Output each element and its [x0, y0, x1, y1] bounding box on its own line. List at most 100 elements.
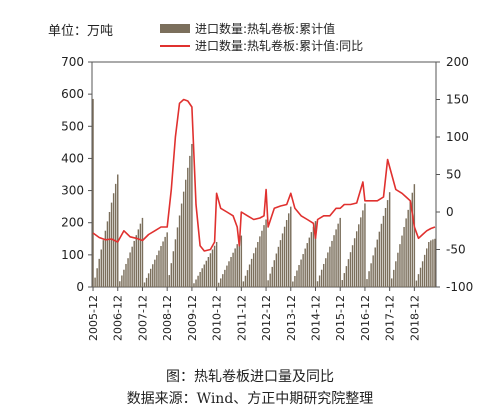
- bar: [149, 268, 152, 287]
- x-tick-label: 2012-12: [260, 295, 273, 341]
- bar: [390, 278, 393, 287]
- bar: [306, 243, 308, 287]
- bar: [267, 280, 269, 287]
- bar: [160, 246, 162, 287]
- bar: [232, 252, 234, 287]
- bar: [242, 281, 245, 287]
- bar: [133, 240, 135, 287]
- bar: [329, 246, 331, 287]
- x-tick-label: 2010-12: [211, 295, 224, 341]
- bar: [428, 242, 430, 287]
- bar: [226, 265, 228, 287]
- bar: [423, 254, 426, 287]
- bar: [386, 200, 389, 287]
- bar: [178, 215, 181, 287]
- bar: [110, 202, 113, 287]
- bar: [434, 238, 436, 287]
- bar: [430, 240, 432, 287]
- bar: [277, 246, 280, 287]
- bar: [300, 259, 302, 287]
- bar: [378, 231, 381, 287]
- bar: [281, 233, 284, 287]
- legend-bar-label: 进口数量:热轧卷板:累计值: [195, 21, 335, 36]
- bar: [310, 232, 313, 287]
- bar: [366, 279, 368, 287]
- bar: [333, 235, 335, 287]
- bar: [201, 268, 203, 287]
- bar: [337, 223, 339, 287]
- bar: [432, 239, 434, 287]
- bar: [104, 230, 107, 287]
- bar: [102, 240, 105, 287]
- bar: [405, 218, 407, 287]
- bar: [147, 273, 150, 287]
- bar: [145, 277, 148, 287]
- bar: [217, 282, 220, 287]
- bar: [168, 275, 170, 287]
- bar: [351, 245, 354, 287]
- x-tick-label: 2018-12: [408, 295, 421, 341]
- bar: [341, 280, 343, 287]
- bar: [250, 258, 253, 287]
- x-tick-label: 2015-12: [334, 295, 347, 341]
- bar: [345, 266, 348, 287]
- bar: [370, 263, 372, 287]
- left-tick-label: 700: [61, 55, 84, 69]
- bar: [362, 210, 364, 287]
- bar: [339, 217, 341, 287]
- bar: [246, 270, 249, 287]
- bar: [358, 224, 360, 287]
- bar: [292, 281, 294, 287]
- bar: [261, 230, 263, 287]
- bar: [234, 248, 236, 287]
- bar: [191, 143, 193, 287]
- bar: [220, 278, 222, 287]
- x-tick-label: 2017-12: [384, 295, 397, 341]
- bar: [413, 184, 416, 287]
- bar: [374, 247, 376, 287]
- bar: [335, 229, 337, 287]
- bar: [170, 263, 173, 287]
- bar: [296, 270, 298, 287]
- bar: [187, 167, 189, 287]
- x-tick-label: 2014-12: [309, 295, 322, 341]
- bar: [222, 274, 224, 287]
- bar: [294, 276, 296, 287]
- bar: [397, 252, 399, 287]
- right-tick-label: 200: [446, 55, 469, 69]
- bar: [252, 253, 255, 287]
- bar: [411, 192, 414, 287]
- bar: [228, 261, 230, 287]
- x-tick-label: 2008-12: [161, 295, 174, 341]
- bar: [263, 225, 265, 287]
- bar: [127, 258, 129, 287]
- bar: [197, 275, 199, 287]
- bar: [166, 232, 168, 287]
- bar: [417, 274, 420, 287]
- bar: [318, 275, 321, 287]
- bar: [279, 240, 282, 287]
- bar: [176, 227, 179, 287]
- right-tick-label: 50: [446, 168, 461, 182]
- bar: [195, 279, 197, 287]
- bar: [287, 213, 290, 287]
- x-tick-label: 2006-12: [112, 295, 125, 341]
- bar: [114, 183, 117, 287]
- bar: [135, 235, 138, 287]
- bar: [331, 240, 333, 287]
- bar: [265, 219, 267, 287]
- bar: [347, 259, 350, 287]
- bar: [224, 269, 226, 287]
- bar: [259, 236, 261, 287]
- bar-series: [92, 98, 436, 287]
- left-tick-label: 300: [61, 184, 84, 198]
- left-tick-label: 200: [61, 216, 84, 230]
- bar: [364, 203, 366, 287]
- x-tick-label: 2007-12: [136, 295, 149, 341]
- left-tick-label: 600: [61, 87, 84, 101]
- bar: [203, 264, 205, 287]
- bar: [106, 221, 109, 287]
- bar: [401, 235, 403, 287]
- bar: [368, 271, 370, 287]
- bar: [230, 257, 232, 287]
